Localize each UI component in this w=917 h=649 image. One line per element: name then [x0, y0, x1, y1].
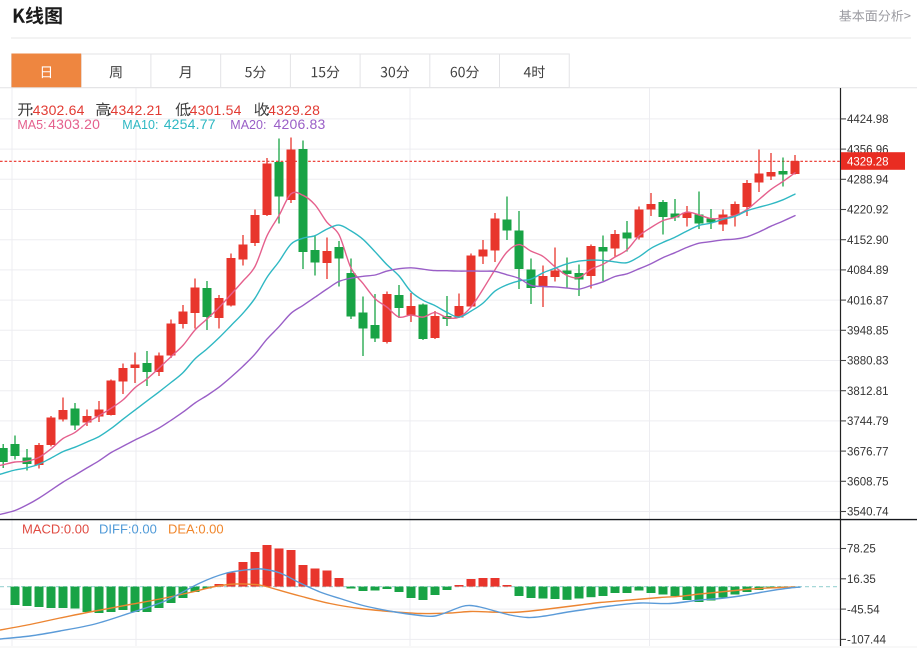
- svg-text:-107.44: -107.44: [847, 635, 887, 647]
- svg-text:4288.94: 4288.94: [847, 175, 889, 187]
- svg-text:78.25: 78.25: [847, 544, 876, 556]
- svg-text:16.35: 16.35: [847, 574, 876, 586]
- svg-text:DIFF:0.00: DIFF:0.00: [99, 522, 157, 537]
- svg-text:4206.83: 4206.83: [274, 116, 326, 132]
- svg-text:3744.79: 3744.79: [847, 416, 889, 428]
- svg-text:4084.89: 4084.89: [847, 265, 889, 277]
- svg-text:3608.75: 3608.75: [847, 477, 889, 489]
- svg-text:4016.87: 4016.87: [847, 295, 889, 307]
- svg-text:3540.74: 3540.74: [847, 507, 889, 519]
- svg-text:4303.20: 4303.20: [48, 116, 100, 132]
- svg-text:3880.83: 3880.83: [847, 356, 889, 368]
- svg-text:MACD:0.00: MACD:0.00: [22, 522, 89, 537]
- svg-text:4424.98: 4424.98: [847, 114, 889, 126]
- svg-text:4329.28: 4329.28: [847, 156, 889, 168]
- svg-text:-45.54: -45.54: [847, 604, 880, 616]
- svg-text:4302.64: 4302.64: [33, 102, 85, 118]
- svg-text:3676.77: 3676.77: [847, 446, 889, 458]
- svg-text:MA10:: MA10:: [122, 118, 158, 132]
- svg-text:DEA:0.00: DEA:0.00: [168, 522, 224, 537]
- svg-text:4342.21: 4342.21: [111, 102, 163, 118]
- svg-text:4254.77: 4254.77: [164, 116, 216, 132]
- svg-text:MA20:: MA20:: [230, 118, 266, 132]
- svg-text:3812.81: 3812.81: [847, 386, 889, 398]
- svg-text:4152.90: 4152.90: [847, 235, 889, 247]
- svg-text:4220.92: 4220.92: [847, 205, 889, 217]
- svg-text:MA5:: MA5:: [17, 118, 46, 132]
- svg-text:4301.54: 4301.54: [190, 102, 242, 118]
- svg-text:3948.85: 3948.85: [847, 326, 889, 338]
- svg-text:4329.28: 4329.28: [268, 102, 320, 118]
